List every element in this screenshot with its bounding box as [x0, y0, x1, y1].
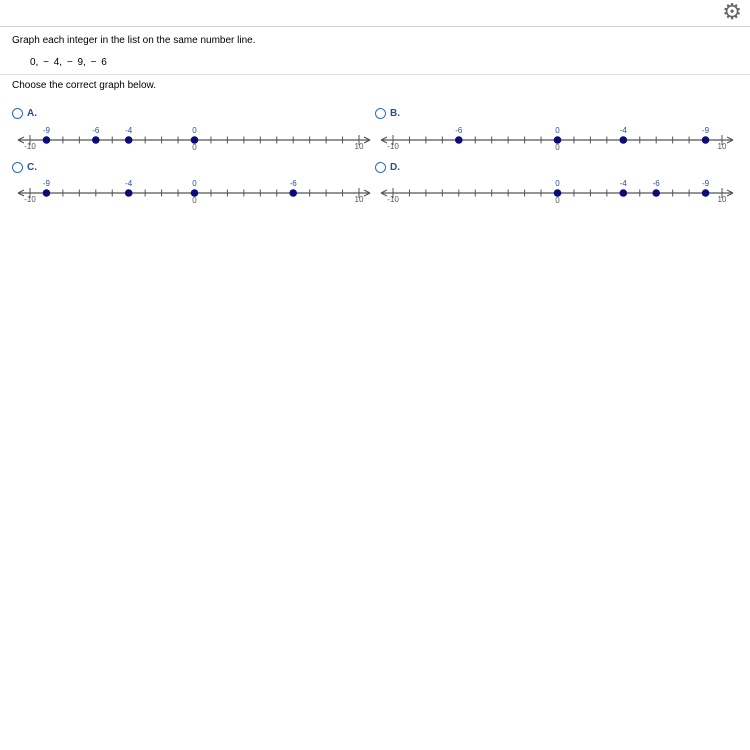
- number-line-c: -10 0 10 -9 -4 0 -6: [17, 179, 371, 205]
- plotted-point: [124, 136, 133, 144]
- point-label: -4: [125, 179, 133, 188]
- option-b[interactable]: B.: [375, 108, 400, 119]
- question-prompt: Graph each integer in the list on the sa…: [12, 35, 256, 46]
- divider: [0, 74, 750, 75]
- min-label: -10: [387, 195, 399, 204]
- plotted-point: [619, 189, 628, 197]
- option-c[interactable]: C.: [12, 162, 37, 173]
- plotted-point: [190, 136, 199, 144]
- plotted-point: [42, 189, 51, 197]
- point-label: 0: [555, 179, 560, 188]
- min-label: -10: [24, 142, 36, 151]
- min-label: -10: [387, 142, 399, 151]
- left-arrow-icon: [17, 136, 25, 144]
- max-label: 10: [355, 195, 364, 204]
- option-c-label: C.: [27, 162, 37, 173]
- number-line-a: -10 0 10 -9 -6 -4 0: [17, 126, 371, 152]
- top-bar: ⚙: [0, 0, 750, 27]
- radio-d[interactable]: [375, 162, 386, 173]
- plotted-point: [553, 136, 562, 144]
- point-label: -6: [290, 179, 298, 188]
- plotted-point: [701, 189, 710, 197]
- radio-b[interactable]: [375, 108, 386, 119]
- plotted-point: [190, 189, 199, 197]
- radio-a[interactable]: [12, 108, 23, 119]
- zero-label: 0: [555, 143, 560, 152]
- right-arrow-icon: [363, 136, 371, 144]
- right-arrow-icon: [363, 189, 371, 197]
- option-a[interactable]: A.: [12, 108, 37, 119]
- point-label: -6: [92, 126, 100, 135]
- point-label: -9: [43, 179, 51, 188]
- gear-icon[interactable]: ⚙: [722, 0, 742, 24]
- point-label: -9: [702, 179, 710, 188]
- zero-label: 0: [555, 196, 560, 205]
- option-d-label: D.: [390, 162, 400, 173]
- right-arrow-icon: [726, 189, 734, 197]
- left-arrow-icon: [380, 136, 388, 144]
- zero-label: 0: [192, 143, 197, 152]
- plotted-point: [92, 136, 100, 144]
- plotted-point: [455, 136, 463, 144]
- plotted-point: [652, 189, 660, 197]
- max-label: 10: [718, 142, 727, 151]
- point-label: 0: [555, 126, 560, 135]
- plotted-point: [289, 189, 298, 197]
- left-arrow-icon: [380, 189, 388, 197]
- point-label: -6: [455, 126, 463, 135]
- plotted-point: [619, 136, 628, 144]
- point-label: -9: [43, 126, 51, 135]
- left-arrow-icon: [17, 189, 25, 197]
- max-label: 10: [718, 195, 727, 204]
- point-label: 0: [192, 126, 197, 135]
- point-label: -4: [125, 126, 133, 135]
- min-label: -10: [24, 195, 36, 204]
- point-label: -4: [620, 179, 628, 188]
- zero-label: 0: [192, 196, 197, 205]
- number-line-b: -10 0 10 -6 0 -4 -9: [380, 126, 734, 152]
- option-a-label: A.: [27, 108, 37, 119]
- point-label: -6: [653, 179, 661, 188]
- point-label: -4: [620, 126, 628, 135]
- plotted-point: [42, 136, 51, 144]
- plotted-point: [701, 136, 710, 144]
- number-line-d: -10 0 10 0 -4 -6 -9: [380, 179, 734, 205]
- plotted-point: [124, 189, 133, 197]
- option-d[interactable]: D.: [375, 162, 400, 173]
- plotted-point: [553, 189, 562, 197]
- integer-list: 0, − 4, − 9, − 6: [30, 57, 107, 68]
- right-arrow-icon: [726, 136, 734, 144]
- radio-c[interactable]: [12, 162, 23, 173]
- instruction: Choose the correct graph below.: [12, 80, 156, 91]
- point-label: -9: [702, 126, 710, 135]
- max-label: 10: [355, 142, 364, 151]
- option-b-label: B.: [390, 108, 400, 119]
- point-label: 0: [192, 179, 197, 188]
